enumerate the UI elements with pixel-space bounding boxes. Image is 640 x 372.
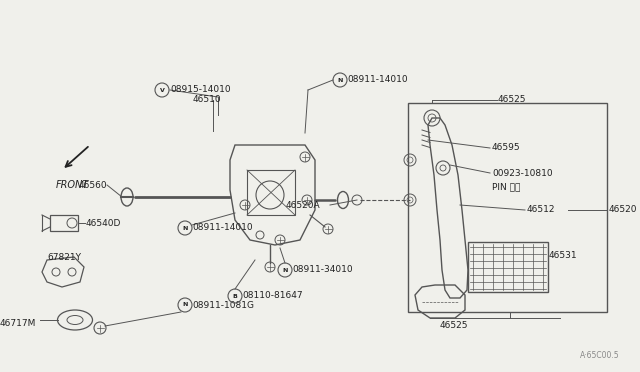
Text: 46525: 46525 xyxy=(498,96,527,105)
Text: 08110-81647: 08110-81647 xyxy=(242,292,303,301)
Text: 46560: 46560 xyxy=(78,180,107,189)
Text: N: N xyxy=(337,77,342,83)
Text: B: B xyxy=(232,294,237,298)
Text: 08911-14010: 08911-14010 xyxy=(192,224,253,232)
Text: N: N xyxy=(182,225,188,231)
Text: PIN ピン: PIN ピン xyxy=(492,183,520,192)
Text: FRONT: FRONT xyxy=(56,180,88,190)
Text: N: N xyxy=(182,302,188,308)
Bar xyxy=(468,242,548,292)
Text: 46531: 46531 xyxy=(549,250,578,260)
Text: 08911-1081G: 08911-1081G xyxy=(192,301,254,310)
Text: 46525: 46525 xyxy=(440,321,468,330)
Text: 46717M: 46717M xyxy=(0,318,36,327)
Text: 46595: 46595 xyxy=(492,144,520,153)
Text: 67821Y: 67821Y xyxy=(47,253,81,263)
Text: 46520: 46520 xyxy=(609,205,637,215)
Text: 08911-14010: 08911-14010 xyxy=(347,76,408,84)
Text: V: V xyxy=(159,87,164,93)
Text: 46540D: 46540D xyxy=(86,218,122,228)
Bar xyxy=(247,170,295,215)
Text: 46512: 46512 xyxy=(527,205,556,215)
Text: 08911-34010: 08911-34010 xyxy=(292,266,353,275)
Text: 46520A: 46520A xyxy=(285,201,320,209)
Text: A·65C00.5: A·65C00.5 xyxy=(580,351,620,360)
Bar xyxy=(408,103,607,312)
Text: 08915-14010: 08915-14010 xyxy=(170,86,230,94)
Text: 00923-10810: 00923-10810 xyxy=(492,169,552,177)
Text: N: N xyxy=(282,267,288,273)
Text: 46510: 46510 xyxy=(193,96,221,105)
